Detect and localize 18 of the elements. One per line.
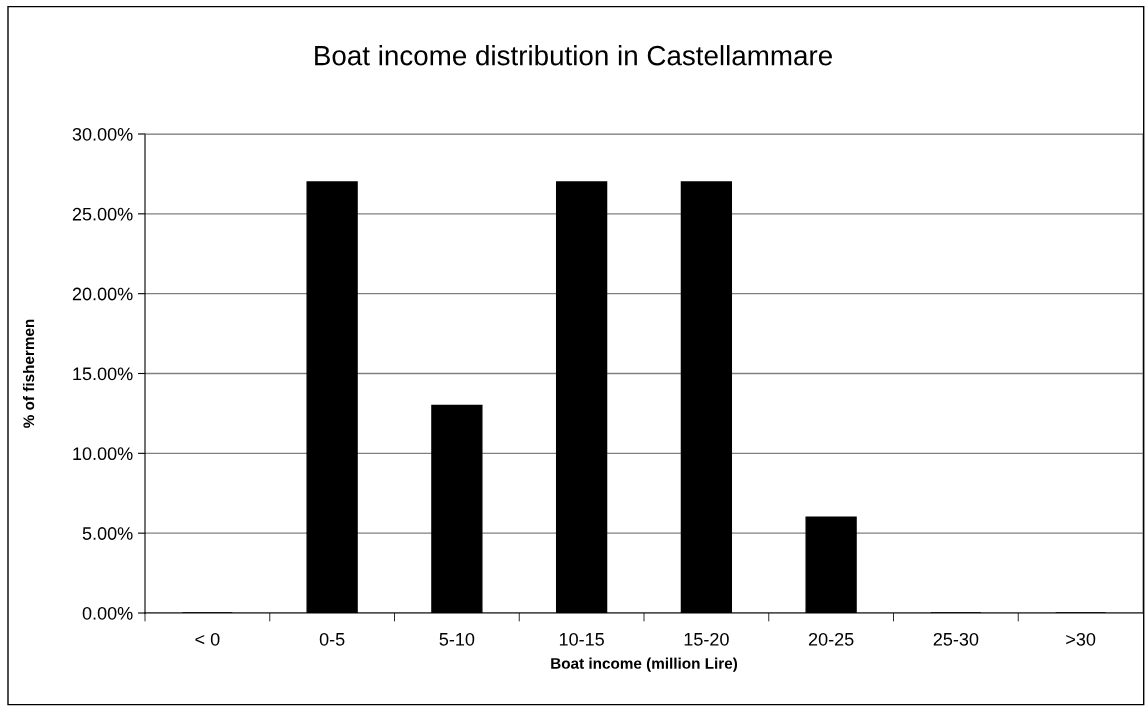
y-tick-label: 15.00% — [73, 367, 133, 381]
x-tick-label: 15-20 — [684, 632, 729, 646]
y-tick-label: 10.00% — [73, 447, 133, 461]
x-tick-label: 10-15 — [559, 632, 604, 646]
x-axis-title: Boat income (million Lire) — [551, 657, 738, 672]
y-tick-label: 0.00% — [82, 606, 133, 620]
x-tick-label: 25-30 — [933, 632, 979, 646]
x-tick-label: 0-5 — [319, 632, 345, 646]
x-tick-label: >30 — [1066, 632, 1096, 646]
y-tick-label: 5.00% — [82, 527, 133, 540]
y-tick-label: 25.00% — [72, 207, 133, 221]
x-tick-label: 5-10 — [439, 632, 475, 646]
y-tick-label: 20.00% — [72, 287, 133, 301]
x-tick-label: < 0 — [195, 632, 220, 646]
y-tick-label: 30.00% — [72, 127, 133, 141]
y-axis-title: % of fishermen — [22, 319, 35, 428]
x-tick-label: 20-25 — [808, 632, 854, 646]
chart-title: Boat income distribution in Castellammare — [315, 45, 832, 66]
